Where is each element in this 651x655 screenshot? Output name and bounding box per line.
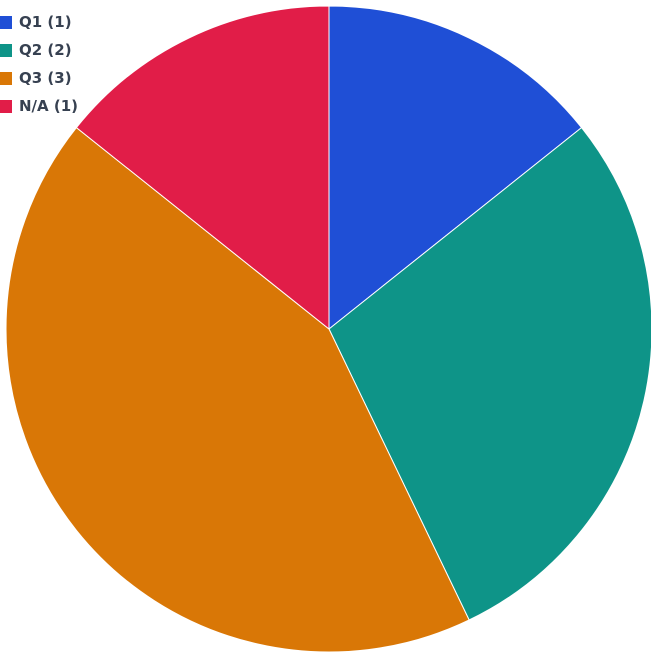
legend-swatch-q1: [0, 15, 12, 29]
legend-swatch-q3: [0, 71, 12, 85]
legend-swatch-q2: [0, 43, 12, 57]
legend-swatch-na: [0, 99, 12, 113]
legend: Q1 (1) Q2 (2) Q3 (3) N/A (1): [0, 8, 78, 120]
legend-item-q2[interactable]: Q2 (2): [0, 36, 78, 64]
pie-slice-na[interactable]: [75, 5, 330, 331]
legend-label-na: N/A (1): [19, 97, 79, 115]
pie-slices: [5, 5, 651, 653]
legend-item-q1[interactable]: Q1 (1): [0, 8, 78, 36]
legend-label-q3: Q3 (3): [19, 69, 72, 87]
pie-slice-q3[interactable]: [5, 126, 470, 653]
legend-label-q2: Q2 (2): [19, 41, 72, 59]
pie-slice-q2[interactable]: [328, 126, 651, 621]
pie-slice-q1[interactable]: [328, 5, 583, 331]
legend-item-q3[interactable]: Q3 (3): [0, 64, 78, 92]
legend-label-q1: Q1 (1): [19, 13, 72, 31]
legend-item-na[interactable]: N/A (1): [0, 92, 78, 120]
